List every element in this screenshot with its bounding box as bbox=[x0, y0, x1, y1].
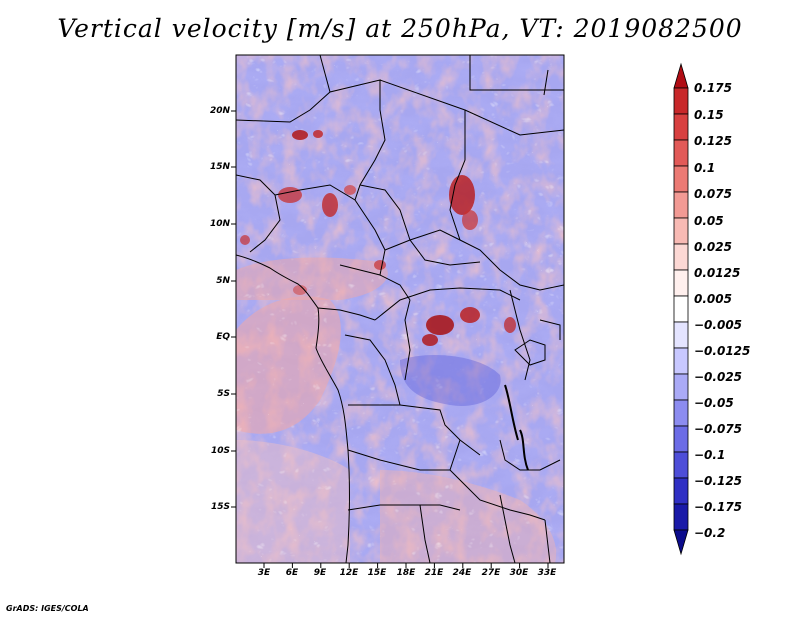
colorbar-swatch bbox=[673, 477, 689, 505]
lon-label-27e: 27E bbox=[481, 568, 501, 578]
colorbar bbox=[673, 62, 689, 556]
colorbar-label: −0.175 bbox=[694, 500, 743, 514]
lon-label-3e: 3E bbox=[257, 568, 271, 578]
lon-label-18e: 18E bbox=[396, 568, 416, 578]
lon-label-9e: 9E bbox=[313, 568, 327, 578]
lon-label-6e: 6E bbox=[285, 568, 299, 578]
footer-credit: GrADS: IGES/COLA bbox=[6, 604, 89, 613]
lon-label-24e: 24E bbox=[452, 568, 472, 578]
colorbar-label: 0.15 bbox=[694, 108, 724, 122]
colorbar-label: −0.075 bbox=[694, 422, 743, 436]
colorbar-label: 0.125 bbox=[694, 134, 732, 148]
colorbar-swatch bbox=[673, 451, 689, 479]
colorbar-swatch bbox=[673, 139, 689, 167]
lon-label-12e: 12E bbox=[339, 568, 359, 578]
colorbar-label: −0.05 bbox=[694, 396, 734, 410]
colorbar-label: −0.2 bbox=[694, 526, 726, 540]
convective-cores bbox=[240, 130, 516, 346]
colorbar-swatch bbox=[673, 373, 689, 401]
colorbar-label: 0.025 bbox=[694, 240, 732, 254]
lat-label-eq: EQ bbox=[216, 332, 230, 342]
colorbar-label: −0.1 bbox=[694, 448, 726, 462]
colorbar-label: −0.025 bbox=[694, 370, 743, 384]
colorbar-label: −0.125 bbox=[694, 474, 743, 488]
colorbar-swatch bbox=[673, 347, 689, 375]
colorbar-label: −0.005 bbox=[694, 318, 743, 332]
lat-label-15n: 15N bbox=[209, 162, 230, 172]
colorbar-swatch bbox=[673, 191, 689, 219]
colorbar-swatch bbox=[673, 503, 689, 531]
colorbar-swatch bbox=[673, 165, 689, 193]
colorbar-label: 0.005 bbox=[694, 292, 732, 306]
lon-label-21e: 21E bbox=[424, 568, 444, 578]
colorbar-swatch bbox=[673, 321, 689, 349]
lon-label-33e: 33E bbox=[537, 568, 557, 578]
colorbar-swatch bbox=[673, 269, 689, 297]
vertical-velocity-field bbox=[236, 55, 564, 563]
colorbar-label: 0.075 bbox=[694, 187, 732, 201]
lon-label-15e: 15E bbox=[367, 568, 387, 578]
colorbar-swatch bbox=[673, 529, 689, 556]
lat-label-10s: 10S bbox=[210, 446, 230, 456]
lat-label-5s: 5S bbox=[217, 389, 230, 399]
colorbar-swatch bbox=[673, 399, 689, 427]
colorbar-swatch bbox=[673, 217, 689, 245]
lon-label-30e: 30E bbox=[509, 568, 529, 578]
colorbar-swatch bbox=[673, 295, 689, 323]
lat-label-5n: 5N bbox=[216, 276, 230, 286]
colorbar-swatch bbox=[673, 425, 689, 453]
lat-label-20n: 20N bbox=[209, 106, 230, 116]
colorbar-swatch bbox=[673, 87, 689, 115]
colorbar-label: 0.175 bbox=[694, 81, 732, 95]
colorbar-label: 0.1 bbox=[694, 161, 716, 175]
colorbar-swatch bbox=[673, 243, 689, 271]
colorbar-swatch bbox=[673, 113, 689, 141]
map-title: Vertical velocity [m/s] at 250hPa, VT: 2… bbox=[57, 14, 743, 43]
colorbar-label: 0.0125 bbox=[694, 266, 741, 280]
colorbar-label: 0.05 bbox=[694, 214, 724, 228]
map-frame bbox=[235, 54, 565, 564]
colorbar-swatch bbox=[673, 62, 689, 89]
axis-ticks bbox=[231, 110, 549, 568]
country-borders bbox=[236, 55, 564, 563]
lat-label-15s: 15S bbox=[210, 502, 230, 512]
colorbar-label: −0.0125 bbox=[694, 344, 751, 358]
lat-label-10n: 10N bbox=[209, 219, 230, 229]
